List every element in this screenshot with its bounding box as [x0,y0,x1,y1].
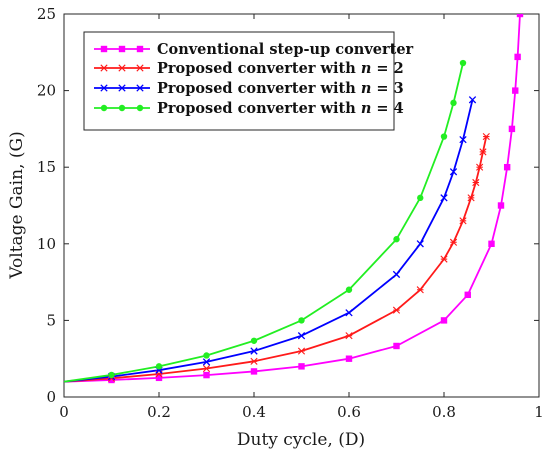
x-axis-label: Duty cycle, (D) [237,430,365,450]
x-tick-label: 0.2 [147,403,171,421]
data-point [464,291,471,299]
data-point [392,306,401,314]
data-point [155,374,163,382]
data-point [250,347,258,355]
series-markers [107,14,524,384]
data-point [468,96,477,104]
data-point [250,337,258,344]
data-point [100,45,108,53]
data-point [108,371,115,379]
x-tick-label: 1 [534,403,544,421]
data-point [440,317,448,324]
data-point [417,194,424,202]
data-point [345,332,353,340]
y-tick-label: 0 [46,388,56,406]
data-point [108,376,115,384]
y-tick-label: 20 [37,82,56,100]
data-point [440,133,448,140]
data-point [100,64,108,72]
data-point [392,270,401,279]
data-point [203,371,210,379]
data-point [393,342,400,350]
legend: Conventional step-up converter Proposed c… [83,31,414,131]
data-point [297,332,306,340]
data-point [202,358,211,366]
data-point [202,364,211,373]
data-point [297,347,306,355]
y-tick-label: 5 [46,311,56,329]
data-point [476,163,484,171]
data-point [345,309,353,317]
data-point [440,194,448,202]
data-point [416,286,424,294]
data-point [136,104,144,112]
data-point [449,238,458,246]
legend-entry-3: Proposed converter with n = 3 [94,80,404,97]
data-point [298,317,305,324]
y-axis-label: Voltage Gain, (G) [7,131,27,279]
y-tick-label: 25 [37,5,56,23]
x-tick-label: 0.8 [432,403,456,421]
y-tick-labels: 0 5 10 15 20 25 [37,5,56,406]
data-point [100,104,108,112]
data-point [488,240,495,247]
data-point [136,64,144,72]
y-tick-label: 10 [37,235,56,253]
legend-label: Conventional step-up converter [157,41,414,58]
data-point [136,84,144,92]
data-point [345,286,353,293]
data-point [514,53,521,61]
data-point [516,14,524,18]
x-tick-label: 0 [59,403,69,421]
data-point [449,168,458,176]
data-point [440,255,448,263]
x-tick-label: 0.4 [242,403,266,421]
legend-label: Proposed converter with n = 4 [157,100,404,117]
data-point [118,104,126,112]
x-tick-label: 0.6 [337,403,361,421]
data-point [508,125,516,133]
axis-ticks [63,13,540,398]
data-point [416,240,424,248]
legend-entry-4: Proposed converter with n = 4 [94,100,404,117]
data-point [118,64,126,72]
data-point [118,45,126,53]
data-point [250,368,258,375]
data-point [482,132,490,141]
series-line-4 [64,62,464,383]
data-point [393,236,400,243]
legend-entry-2: Proposed converter with n = 2 [94,60,404,77]
data-point [479,148,487,156]
data-point [203,352,210,359]
data-point [459,59,467,67]
data-point [298,363,305,370]
data-point [459,135,467,144]
data-point [250,357,258,365]
data-point [512,87,519,94]
data-point [459,217,467,225]
data-point [155,363,163,370]
data-point [100,84,108,92]
data-point [497,202,505,209]
y-tick-label: 15 [37,158,56,176]
data-point [136,45,144,53]
legend-entry-1: Conventional step-up converter [94,41,414,58]
x-tick-labels: 0 0.2 0.4 0.6 0.8 1 [59,403,544,421]
data-point [472,178,480,187]
data-point [450,99,457,107]
legend-label: Proposed converter with n = 3 [157,80,404,97]
data-point [345,355,353,362]
data-point [467,194,475,202]
data-point [503,164,511,171]
legend-label: Proposed converter with n = 2 [157,60,404,77]
data-point [118,84,126,92]
